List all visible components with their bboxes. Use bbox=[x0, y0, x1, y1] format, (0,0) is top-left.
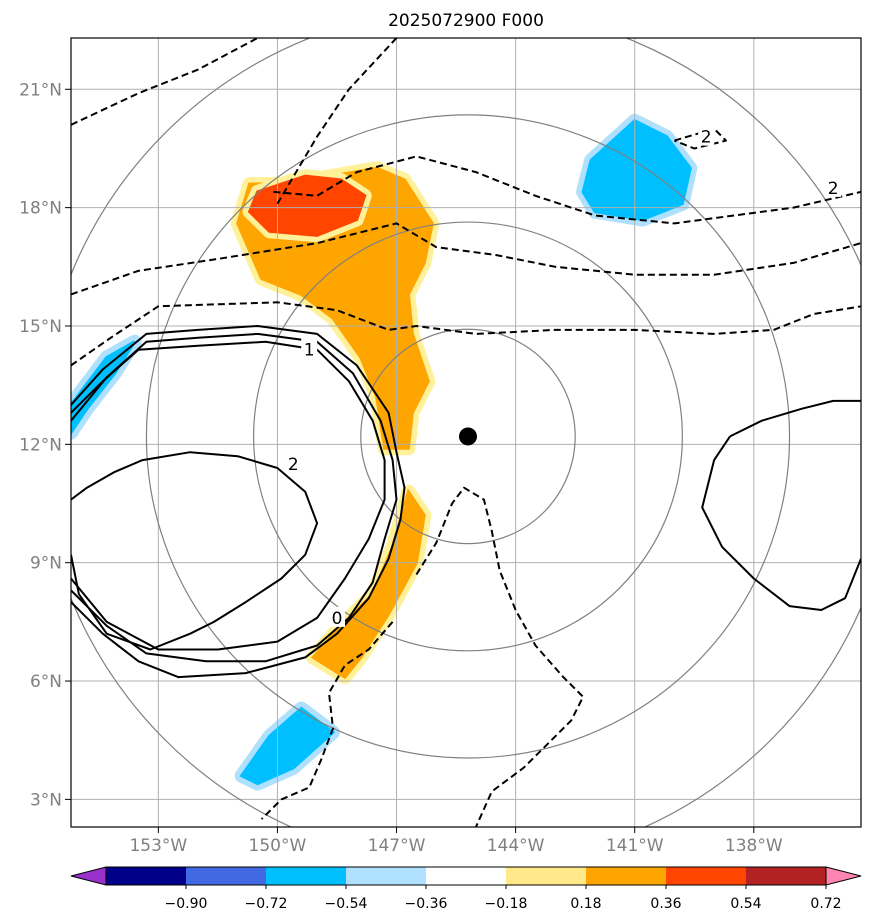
colorbar-tick-label: −0.18 bbox=[485, 896, 528, 912]
shading-layer bbox=[71, 113, 698, 791]
chart-title: 2025072900 F000 bbox=[388, 11, 544, 31]
contour-line-solid bbox=[71, 332, 398, 663]
contour-label-bg bbox=[301, 338, 318, 359]
y-axis: 3°N 6°N 9°N 12°N 15°N 18°N 21°N bbox=[19, 80, 71, 810]
colorbar-frame bbox=[105, 866, 827, 886]
contour-line-dashed bbox=[276, 38, 398, 205]
x-tick-label: 141°W bbox=[606, 836, 664, 856]
contour-label: 2 bbox=[701, 128, 712, 148]
contour-line-dashed bbox=[71, 38, 259, 126]
y-tick-label: 15°N bbox=[19, 317, 62, 337]
range-ring bbox=[145, 114, 791, 759]
x-tick-label: 153°W bbox=[129, 836, 187, 856]
shaded-region bbox=[239, 706, 336, 786]
colorbar-tick-label: −0.72 bbox=[245, 896, 288, 912]
x-tick-label: 147°W bbox=[368, 836, 426, 856]
y-tick-label: 9°N bbox=[30, 554, 62, 574]
contour-label-bg bbox=[698, 125, 715, 146]
colorbar-extend-high bbox=[825, 866, 862, 886]
contour-line-dashed bbox=[273, 155, 861, 225]
contour-line-dashed bbox=[71, 222, 861, 296]
y-tick-label: 6°N bbox=[30, 672, 62, 692]
colorbar-swatch bbox=[506, 867, 586, 885]
map-area: 1 2 2 2 0 bbox=[71, 38, 861, 827]
contour-line-solid bbox=[71, 451, 319, 651]
colorbar-tick-label: −0.90 bbox=[165, 896, 208, 912]
range-ring bbox=[360, 328, 576, 545]
storm-center-marker bbox=[458, 427, 477, 446]
contour-line-solid bbox=[701, 435, 861, 611]
contour-line-dashed bbox=[71, 301, 861, 367]
contour-line-solid bbox=[71, 340, 386, 651]
colorbar-swatch bbox=[106, 867, 186, 885]
x-axis: 153°W 150°W 147°W 144°W 141°W 138°W bbox=[129, 827, 783, 856]
colorbar-swatch bbox=[346, 867, 426, 885]
colorbar-tick-label: 0.72 bbox=[810, 896, 841, 912]
contour-line-solid bbox=[729, 399, 861, 438]
colorbar-swatch bbox=[746, 867, 826, 885]
colorbar-swatch bbox=[186, 867, 266, 885]
colorbar-swatch bbox=[426, 867, 506, 885]
colorbar: −0.90 −0.72 −0.54 −0.36 −0.18 0.18 0.36 0.54 0.7… bbox=[70, 866, 862, 912]
range-rings bbox=[71, 38, 861, 827]
map-frame bbox=[70, 37, 862, 828]
colorbar-swatch bbox=[666, 867, 746, 885]
colorbar-swatch bbox=[266, 867, 346, 885]
colorbar-tick-label: 0.18 bbox=[570, 896, 601, 912]
contour-label-bg bbox=[825, 176, 842, 197]
y-tick-label: 18°N bbox=[19, 199, 62, 219]
contour-lines bbox=[71, 38, 861, 827]
shaded-region bbox=[581, 119, 692, 222]
colorbar-tick-label: −0.54 bbox=[325, 896, 368, 912]
colorbar-tick-label: 0.36 bbox=[650, 896, 681, 912]
contour-line-dashed bbox=[260, 621, 394, 820]
contour-label: 2 bbox=[828, 179, 839, 199]
colorbar-tick-label: −0.36 bbox=[405, 896, 448, 912]
gridlines bbox=[71, 38, 861, 827]
x-tick-label: 150°W bbox=[249, 836, 307, 856]
colorbar-extend-low bbox=[70, 866, 107, 886]
contour-label-bg bbox=[285, 453, 302, 474]
shaded-region bbox=[71, 340, 136, 436]
colorbar-tick-label: 0.54 bbox=[730, 896, 761, 912]
y-tick-label: 21°N bbox=[19, 80, 62, 100]
contour-line-dashed bbox=[415, 486, 585, 827]
x-tick-label: 138°W bbox=[725, 836, 783, 856]
contour-label: 1 bbox=[304, 341, 315, 361]
contour-label-bg bbox=[328, 606, 345, 627]
y-tick-label: 12°N bbox=[19, 435, 62, 455]
x-tick-label: 144°W bbox=[487, 836, 545, 856]
y-tick-label: 3°N bbox=[30, 790, 62, 810]
contour-line-solid bbox=[71, 325, 406, 679]
contour-labels: 1 2 2 2 0 bbox=[285, 125, 842, 629]
colorbar-swatch bbox=[586, 867, 666, 885]
contour-label: 2 bbox=[288, 455, 299, 475]
shaded-region bbox=[247, 174, 367, 237]
range-ring bbox=[253, 221, 683, 652]
contour-label: 0 bbox=[332, 609, 343, 629]
